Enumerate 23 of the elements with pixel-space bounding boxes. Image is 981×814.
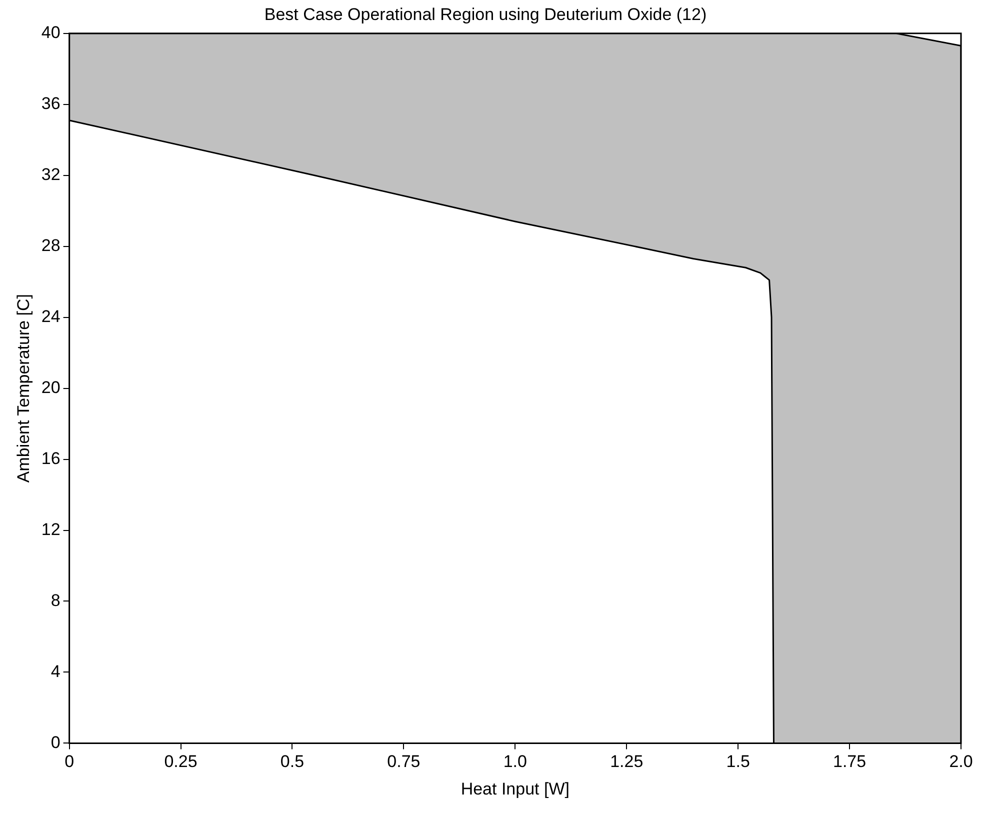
y-tick-label: 20	[41, 378, 60, 397]
chart-title: Best Case Operational Region using Deuterium Oxide (12)	[264, 4, 707, 24]
x-tick-label: 1.25	[610, 752, 644, 772]
y-axis-title: Ambient Temperature [C]	[14, 294, 33, 483]
x-tick-label: 0.75	[387, 752, 420, 772]
x-tick-label: 0	[64, 752, 74, 772]
x-tick-label: 1.5	[726, 752, 750, 772]
y-tick-label: 12	[41, 520, 60, 539]
x-axis-title: Heat Input [W]	[460, 779, 570, 798]
x-tick-label: 1.0	[503, 752, 527, 772]
y-tick-label: 36	[41, 94, 60, 114]
y-tick-label: 28	[41, 236, 60, 256]
y-tick-label: 24	[41, 307, 60, 326]
x-tick-label: 0.25	[164, 752, 198, 772]
y-tick-label: 32	[41, 165, 60, 184]
y-tick-label: 40	[41, 23, 60, 42]
x-tick-label: 1.75	[832, 752, 866, 772]
y-tick-label: 0	[50, 732, 60, 752]
y-tick-label: 16	[41, 448, 60, 468]
y-tick-label: 8	[50, 590, 60, 610]
x-tick-label: 2.0	[949, 752, 973, 772]
y-tick-label: 4	[50, 662, 60, 681]
x-tick-label: 0.5	[280, 752, 304, 772]
